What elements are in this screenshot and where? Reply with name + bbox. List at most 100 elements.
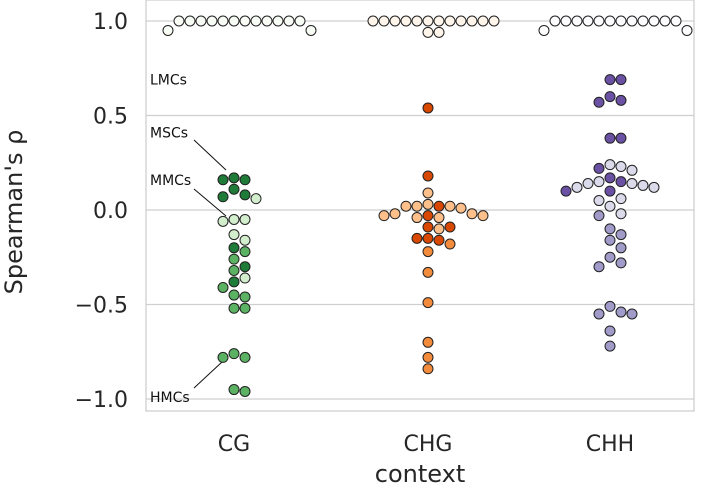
point-chh-mmc [615,161,627,173]
point-chh-lmc [626,15,638,27]
point-cg-hmc [228,289,240,301]
point-cg-lmc [250,15,262,27]
point-chh-msc [615,94,627,106]
point-chg-lmc [378,15,390,27]
point-cg-msc [228,242,240,254]
point-chg-lmc [411,15,423,27]
point-chg-lmc [389,15,401,27]
point-chh-msc [604,74,616,86]
point-chg-hmc [422,336,434,348]
point-cg-hmc [228,384,240,396]
point-chh-msc [604,132,616,144]
point-chh-msc [615,74,627,86]
point-chh-msc [604,185,616,197]
point-chg-mmc [477,210,489,222]
point-chh-hmc [604,340,616,352]
point-cg-msc [217,174,229,186]
point-chg-msc [422,221,434,233]
point-cg-hmc [239,302,251,314]
y-axis-title: Spearman's ρ [0,130,28,295]
point-chh-msc [604,172,616,184]
point-cg-lmc [283,15,295,27]
point-chg-hmc [422,297,434,309]
point-cg-hmc [217,281,229,293]
y-tick-label: −1.0 [75,388,128,413]
point-chh-hmc [615,229,627,241]
point-cg-lmc [305,24,317,36]
point-chh-hmc [615,306,627,318]
point-cg-lmc [173,15,185,27]
point-cg-mmc [239,272,251,284]
point-chg-lmc [455,15,467,27]
y-tick-label: 1.0 [93,10,128,35]
y-tick-label: 0.5 [93,105,128,130]
point-chg-msc [422,102,434,114]
point-cg-lmc [239,15,251,27]
point-chg-lmc [422,26,434,38]
point-chg-msc [433,234,445,246]
point-chg-msc [444,221,456,233]
point-cg-lmc [294,15,306,27]
point-chh-lmc [549,15,561,27]
point-chg-msc [433,200,445,212]
point-cg-hmc [239,246,251,258]
point-cg-lmc [272,15,284,27]
point-chh-msc [615,132,627,144]
point-chg-lmc [444,15,456,27]
point-cg-hmc [228,348,240,360]
point-chg-mmc [389,208,401,220]
point-chg-mmc [455,202,467,214]
annotation-leader [193,188,227,217]
point-cg-mmc [250,193,262,205]
annotation-layer: LMCs MSCs MMCs HMCs [150,73,227,406]
point-chh-hmc [615,257,627,269]
y-tick-label: 0.0 [93,199,128,224]
point-cg-msc [217,191,229,203]
point-chh-lmc [648,15,660,27]
point-chh-lmc [615,15,627,27]
point-chh-msc [560,185,572,197]
point-chg-lmc [477,15,489,27]
point-chg-mmc [444,200,456,212]
point-cg-lmc [217,15,229,27]
point-chh-lmc [637,15,649,27]
x-tick-label: CHH [586,432,634,457]
point-chh-hmc [604,300,616,312]
point-chh-lmc [571,15,583,27]
point-chg-mmc [422,198,434,210]
point-chh-lmc [681,24,693,36]
point-chh-mmc [626,178,638,190]
point-chh-lmc [593,15,605,27]
point-chg-hmc [422,351,434,363]
point-cg-mmc [228,213,240,225]
point-chh-mmc [593,176,605,188]
point-chh-mmc [604,159,616,171]
point-chh-mmc [626,164,638,176]
point-chh-lmc [538,24,550,36]
point-chh-hmc [626,308,638,320]
point-chg-lmc [466,15,478,27]
point-chg-lmc [433,26,445,38]
point-chg-lmc [433,15,445,27]
point-chh-lmc [582,15,594,27]
plot-frame [145,0,695,412]
point-cg-lmc [162,24,174,36]
annotation-mmcs: MMCs [150,173,191,189]
point-chg-hmc [422,246,434,258]
point-chh-msc [604,91,616,103]
annotation-mscs: MSCs [150,126,188,142]
point-chg-mmc [433,223,445,235]
point-chh-lmc [560,15,572,27]
point-chh-msc [593,96,605,108]
point-chh-hmc [593,261,605,273]
point-chh-mmc [637,179,649,191]
point-chh-lmc [659,15,671,27]
annotation-lmcs: LMCs [150,73,187,89]
point-chg-mmc [378,210,390,222]
point-chg-mmc [400,200,412,212]
point-chh-hmc [593,210,605,222]
x-tick-label: CG [218,432,250,457]
point-cg-msc [228,276,240,288]
annotation-leader [193,361,223,389]
annotation-hmcs: HMCs [150,390,190,406]
